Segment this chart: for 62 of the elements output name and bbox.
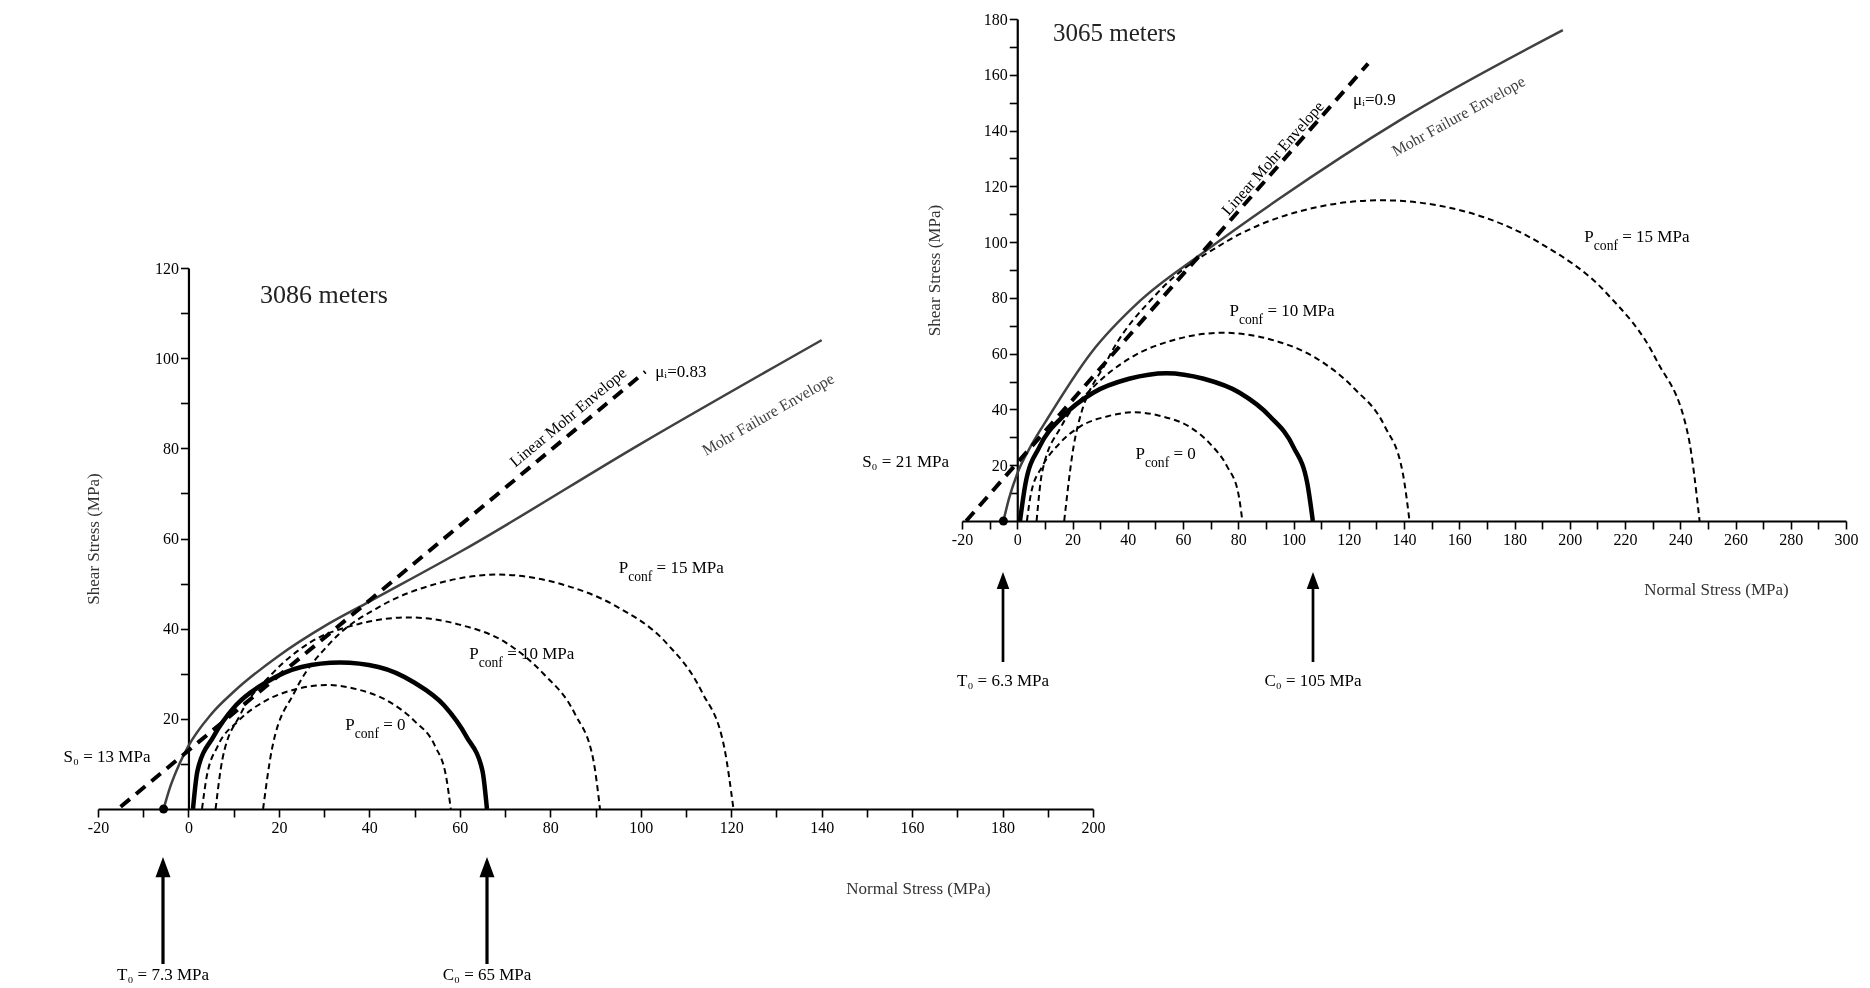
x-tick-label: 80 <box>1230 530 1247 548</box>
series-label: P$_{conf}$ = 15 MPa <box>1584 227 1690 253</box>
x-tick-label: 20 <box>271 818 288 836</box>
x-tick-label: 40 <box>1120 530 1137 548</box>
x-tick-label: 160 <box>900 818 925 836</box>
text: C₀ = 105 MPa <box>1264 671 1363 690</box>
x-tick-label: 280 <box>1779 530 1804 548</box>
x-tick-label: 300 <box>1834 530 1859 548</box>
x-tick-label: 140 <box>810 818 835 836</box>
annotation: μᵢ=0.83 <box>655 361 707 381</box>
y-tick-label: 100 <box>154 349 179 367</box>
x-tick-label: 60 <box>452 818 469 836</box>
y-tick-label: 160 <box>983 66 1008 84</box>
series-label: P$_{conf}$ = 10 MPa <box>1229 300 1336 327</box>
annotation: μᵢ=0.9 <box>1353 89 1396 109</box>
y-tick-label: 40 <box>162 620 179 638</box>
series-label: P$_{conf}$ = 15 MPa <box>618 557 725 584</box>
y-tick-label: 40 <box>991 400 1008 418</box>
annotation: T₀ = 6.3 MPa <box>956 671 1050 690</box>
y-tick-label: 20 <box>991 456 1008 474</box>
y-tick-label: 180 <box>983 10 1008 28</box>
x-tick-label: 240 <box>1668 530 1693 548</box>
x-tick-label: 220 <box>1613 530 1638 548</box>
y-tick-label: 80 <box>162 439 179 457</box>
y-tick-label: 20 <box>162 710 179 728</box>
y-tick-label: 140 <box>983 122 1008 140</box>
y-tick-label: 120 <box>154 259 179 277</box>
x-tick-label: 20 <box>1065 530 1081 548</box>
x-tick-label: 0 <box>184 818 193 836</box>
y-axis-title: Shear Stress (MPa) <box>83 473 103 605</box>
text: T₀ = 7.3 MPa <box>116 965 210 984</box>
annotation: S₀ = 13 MPa <box>63 747 151 767</box>
x-tick-label: -20 <box>951 530 974 548</box>
y-tick-label: 120 <box>983 177 1008 195</box>
x-tick-label: 160 <box>1447 530 1472 548</box>
chart-title: 3065 meters <box>1053 19 1176 46</box>
x-tick-label: 140 <box>1392 530 1417 548</box>
x-tick-label: -20 <box>87 818 110 836</box>
x-tick-label: 0 <box>1013 530 1022 548</box>
series-label: P$_{conf}$ = 0 <box>345 715 406 741</box>
y-axis-title: Shear Stress (MPa) <box>924 204 944 337</box>
x-tick-label: 100 <box>629 818 654 836</box>
x-axis-title: Normal Stress (MPa) <box>846 878 991 898</box>
x-tick-label: 60 <box>1175 530 1192 548</box>
y-tick-label: 100 <box>983 233 1008 251</box>
x-tick-label: 100 <box>1282 530 1306 548</box>
x-tick-label: 80 <box>542 818 559 836</box>
annotation: S₀ = 21 MPa <box>862 452 950 471</box>
x-tick-label: 180 <box>1503 530 1527 548</box>
x-tick-label: 40 <box>361 818 378 836</box>
series-label: P$_{conf}$ = 10 MPa <box>469 644 575 670</box>
x-tick-label: 260 <box>1724 530 1748 548</box>
text: 3086 meters <box>260 280 388 309</box>
x-tick-label: 120 <box>719 818 744 836</box>
series-label: P$_{conf}$ = 0 <box>1135 444 1196 470</box>
x-tick-label: 200 <box>1081 818 1106 836</box>
x-tick-label: 200 <box>1558 530 1583 548</box>
x-tick-label: 120 <box>1337 530 1362 548</box>
y-tick-label: 80 <box>991 289 1008 307</box>
text: C₀ = 65 MPa <box>442 965 532 984</box>
x-axis-title: Normal Stress (MPa) <box>1644 579 1789 599</box>
y-tick-label: 60 <box>991 345 1008 363</box>
